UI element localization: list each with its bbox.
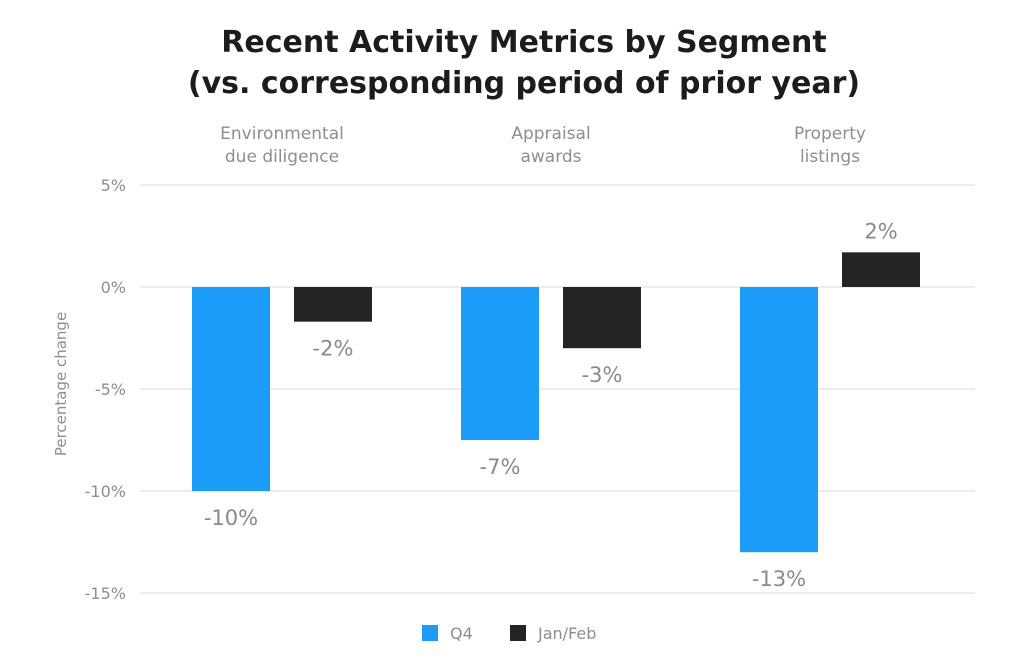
- data-labels: -10% -7% -13% -2% -3% 2%: [204, 219, 898, 591]
- category-labels: Environmental due diligence Appraisal award…: [220, 124, 866, 167]
- category-label: Environmental: [220, 124, 344, 144]
- bar: [294, 287, 372, 322]
- legend: Q4 Jan/Feb: [422, 624, 596, 643]
- y-tick-label: -15%: [85, 584, 126, 603]
- y-tick-label: 5%: [101, 176, 126, 195]
- y-tick-label: -5%: [95, 380, 126, 399]
- legend-swatch: [422, 625, 438, 641]
- legend-label: Jan/Feb: [537, 624, 596, 643]
- data-label: 2%: [864, 219, 897, 243]
- data-label: -7%: [480, 455, 521, 479]
- y-tick-label: -10%: [85, 482, 126, 501]
- data-label: -13%: [752, 567, 806, 591]
- category-label: listings: [800, 147, 860, 167]
- category-label: awards: [520, 147, 581, 167]
- y-axis-label: Percentage change: [52, 312, 70, 456]
- bars: [192, 252, 920, 553]
- category-label: due diligence: [225, 147, 339, 167]
- y-tick-label: 0%: [101, 278, 126, 297]
- gridlines: [140, 184, 975, 594]
- y-axis-ticks: 5% 0% -5% -10% -15%: [85, 176, 126, 603]
- chart-title-line-2: (vs. corresponding period of prior year): [188, 66, 860, 101]
- bar: [192, 287, 270, 491]
- legend-swatch: [510, 625, 526, 641]
- bar: [740, 287, 818, 553]
- data-label: -2%: [313, 337, 354, 361]
- bar: [563, 287, 641, 349]
- legend-label: Q4: [450, 624, 473, 643]
- data-label: -3%: [582, 363, 623, 387]
- category-label: Appraisal: [511, 124, 590, 144]
- data-label: -10%: [204, 506, 258, 530]
- category-label: Property: [794, 124, 866, 144]
- chart-title-line-1: Recent Activity Metrics by Segment: [221, 25, 826, 60]
- bar: [842, 252, 920, 287]
- bar: [461, 287, 539, 440]
